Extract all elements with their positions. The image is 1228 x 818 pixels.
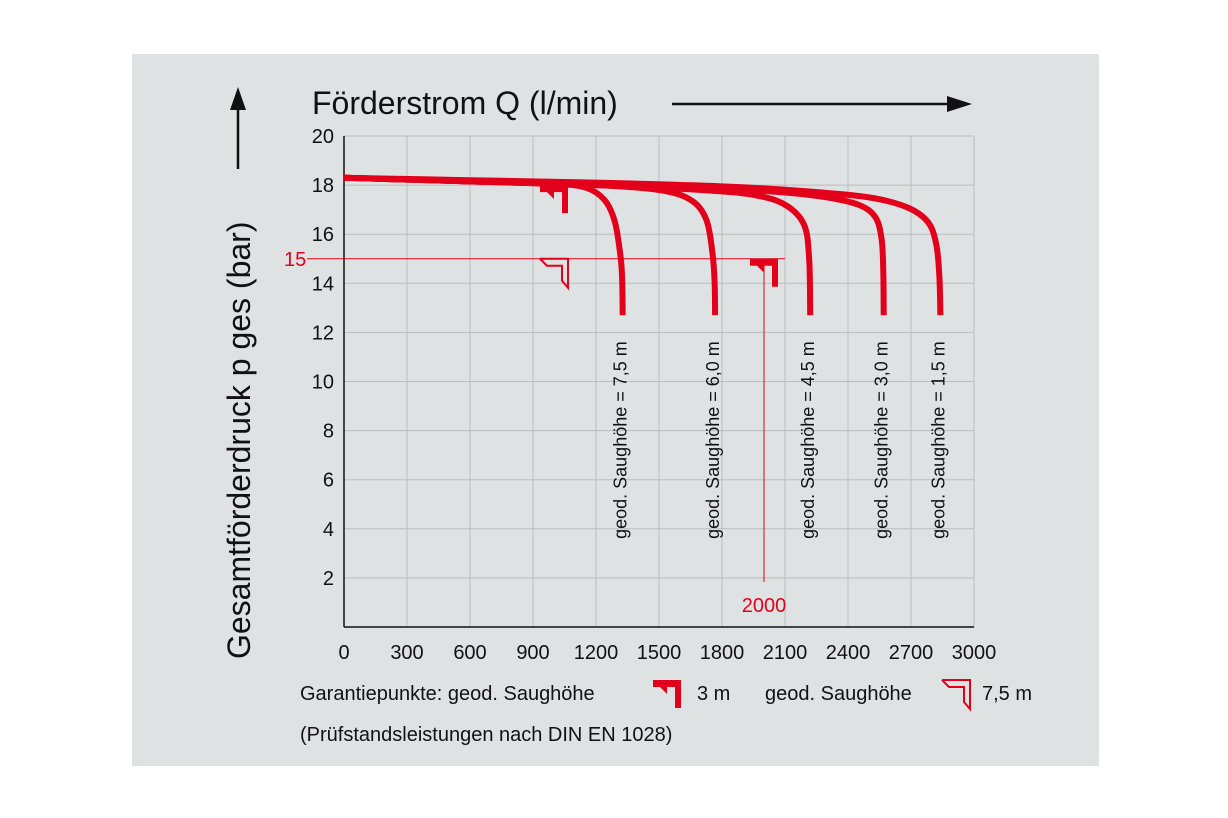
reference-label-2000: 2000	[742, 595, 787, 617]
guarantee-markers	[539, 185, 778, 291]
tick-labels: 0 300 600 900 1200 1500 1800 2100 2400 2700 3000 2 4…	[312, 126, 997, 664]
test-standard-note: (Prüfstandsleistungen nach DIN EN 1028)	[300, 724, 672, 746]
x-axis-arrow-head	[947, 96, 972, 112]
curve-series-4	[343, 174, 944, 316]
x-tick-label-0: 0	[338, 642, 349, 664]
curve-series-3	[343, 174, 887, 316]
grid	[344, 135, 975, 627]
guarantee-marker-tip-2	[750, 258, 764, 273]
legend-outline-marker	[941, 679, 971, 712]
curve-series-0	[343, 174, 626, 316]
y-tick-label-3: 8	[323, 421, 334, 443]
legend-outline-value: 7,5 m	[982, 683, 1032, 705]
y-tick-label-4: 10	[312, 372, 334, 394]
y-tick-label-6: 14	[312, 273, 334, 295]
reference-lines: 15 2000	[284, 249, 786, 617]
curves	[343, 174, 944, 316]
series-label-3: geod. Saughöhe = 3,0 m	[872, 341, 892, 539]
reference-label-15: 15	[284, 249, 306, 271]
guarantee-marker-tip-0	[540, 185, 554, 200]
x-axis-title: Förderstrom Q (l/min)	[312, 85, 618, 121]
legend-filled-marker-tip	[653, 680, 667, 694]
legend: Garantiepunkte: geod. Saughöhe 3 m geod.…	[300, 679, 1032, 746]
x-tick-label-3: 900	[516, 642, 549, 664]
guarantee-marker-outline-1	[539, 257, 569, 291]
x-tick-label-9: 2700	[889, 642, 934, 664]
y-tick-label-5: 12	[312, 322, 334, 344]
x-tick-label-5: 1500	[637, 642, 682, 664]
y-tick-label-1: 4	[323, 519, 334, 541]
y-tick-label-2: 6	[323, 470, 334, 492]
legend-filled-value: 3 m	[697, 683, 730, 705]
curve-series-2	[343, 174, 814, 316]
x-tick-label-2: 600	[453, 642, 486, 664]
legend-outline-prefix: geod. Saughöhe	[765, 683, 912, 705]
series-labels: geod. Saughöhe = 7,5 m geod. Saughöhe = 6…	[611, 341, 949, 539]
y-tick-label-7: 16	[312, 224, 334, 246]
x-tick-label-1: 300	[390, 642, 423, 664]
series-label-2: geod. Saughöhe = 4,5 m	[798, 341, 818, 539]
chart-panel: 0 300 600 900 1200 1500 1800 2100 2400 2700 3000 2 4…	[132, 54, 1099, 766]
series-label-0: geod. Saughöhe = 7,5 m	[611, 341, 631, 539]
y-axis-arrow-head	[230, 87, 246, 110]
series-label-1: geod. Saughöhe = 6,0 m	[703, 341, 723, 539]
x-tick-label-4: 1200	[574, 642, 619, 664]
axes	[343, 136, 974, 628]
legend-prefix: Garantiepunkte: geod. Saughöhe	[300, 683, 595, 705]
y-tick-label-0: 2	[323, 568, 334, 590]
series-label-4: geod. Saughöhe = 1,5 m	[928, 341, 948, 539]
y-tick-label-9: 20	[312, 126, 334, 148]
x-tick-label-8: 2400	[826, 642, 871, 664]
y-axis-title: Gesamtförderdruck p ges (bar)	[221, 222, 257, 660]
x-tick-label-7: 2100	[763, 642, 808, 664]
pump-curve-chart: 0 300 600 900 1200 1500 1800 2100 2400 2700 3000 2 4…	[221, 85, 1032, 746]
x-tick-label-6: 1800	[700, 642, 745, 664]
x-tick-label-10: 3000	[952, 642, 997, 664]
y-tick-label-8: 18	[312, 175, 334, 197]
